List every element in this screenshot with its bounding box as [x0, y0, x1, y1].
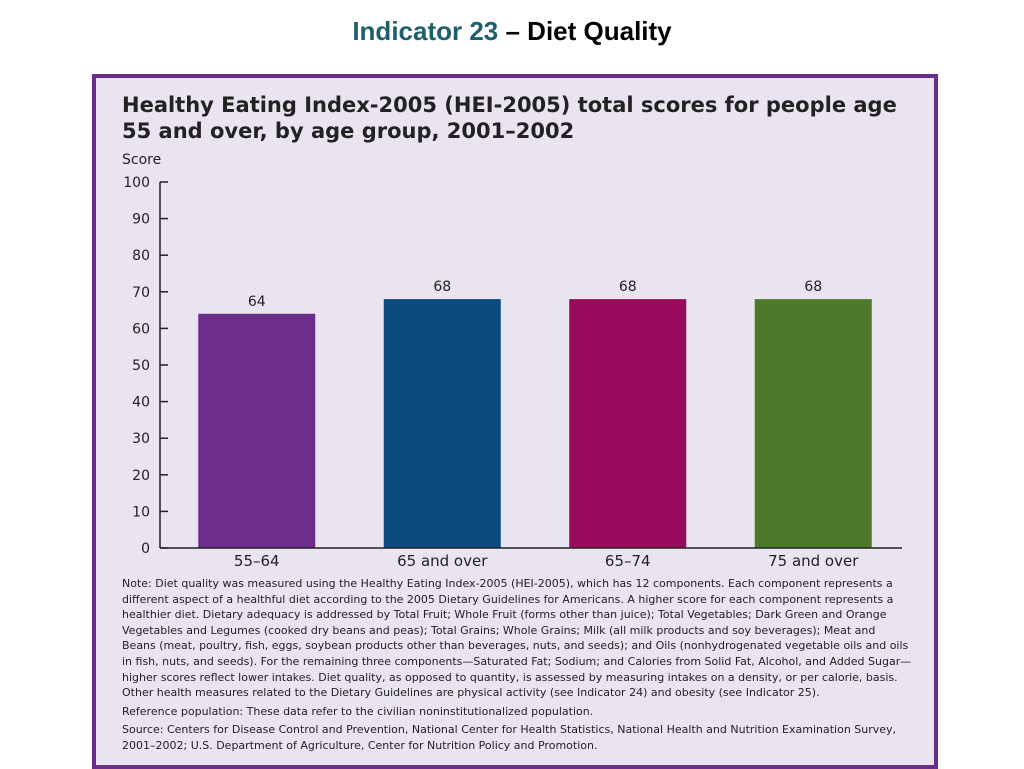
y-tick-label: 100: [123, 175, 150, 191]
chart-panel: Healthy Eating Index-2005 (HEI-2005) tot…: [92, 74, 938, 769]
x-axis: 55–64 65 and over 65–74 75 and over: [160, 547, 902, 568]
y-tick-label: 50: [132, 358, 150, 374]
note-text: Note: Diet quality was measured using th…: [122, 577, 912, 700]
y-tick-label: 90: [132, 212, 150, 228]
slide-title: Indicator 23 – Diet Quality: [0, 16, 1024, 47]
y-tick-label: 80: [132, 248, 150, 264]
bar-data-label: 64: [248, 294, 266, 310]
reference-population-text: Reference population: These data refer t…: [122, 704, 594, 718]
bar: [569, 299, 687, 548]
x-category-label: 55–64: [234, 552, 280, 568]
chart-notes: Note: Diet quality was measured using th…: [122, 576, 912, 757]
bars: 64 68 68 68: [198, 279, 872, 548]
bar-chart: 0 10 20 30 40 50 60 70 80 90 100 64 68 68 68 55–64 65 …: [123, 175, 902, 568]
y-tick-label: 0: [141, 541, 150, 557]
y-axis-label: Score: [122, 152, 162, 168]
y-tick-label: 20: [132, 468, 150, 484]
source-text: Source: Centers for Disease Control and …: [122, 723, 897, 752]
y-tick-label: 40: [132, 395, 150, 411]
bar-data-label: 68: [433, 279, 451, 295]
chart-title: Healthy Eating Index-2005 (HEI-2005) tot…: [122, 93, 897, 143]
y-tick-label: 30: [132, 431, 150, 447]
bar: [198, 313, 316, 548]
bar: [383, 299, 501, 548]
y-tick-label: 10: [132, 504, 150, 520]
y-tick-label: 60: [132, 321, 150, 337]
y-tick-label: 70: [132, 285, 150, 301]
indicator-number: Indicator 23: [352, 16, 499, 46]
x-category-label: 75 and over: [768, 552, 859, 568]
bar-data-label: 68: [619, 279, 637, 295]
bar-data-label: 68: [804, 279, 822, 295]
y-axis: 0 10 20 30 40 50 60 70 80 90 100: [123, 175, 168, 557]
indicator-topic: – Diet Quality: [498, 16, 672, 46]
x-category-label: 65–74: [605, 552, 651, 568]
bar: [754, 299, 872, 548]
x-category-label: 65 and over: [397, 552, 488, 568]
